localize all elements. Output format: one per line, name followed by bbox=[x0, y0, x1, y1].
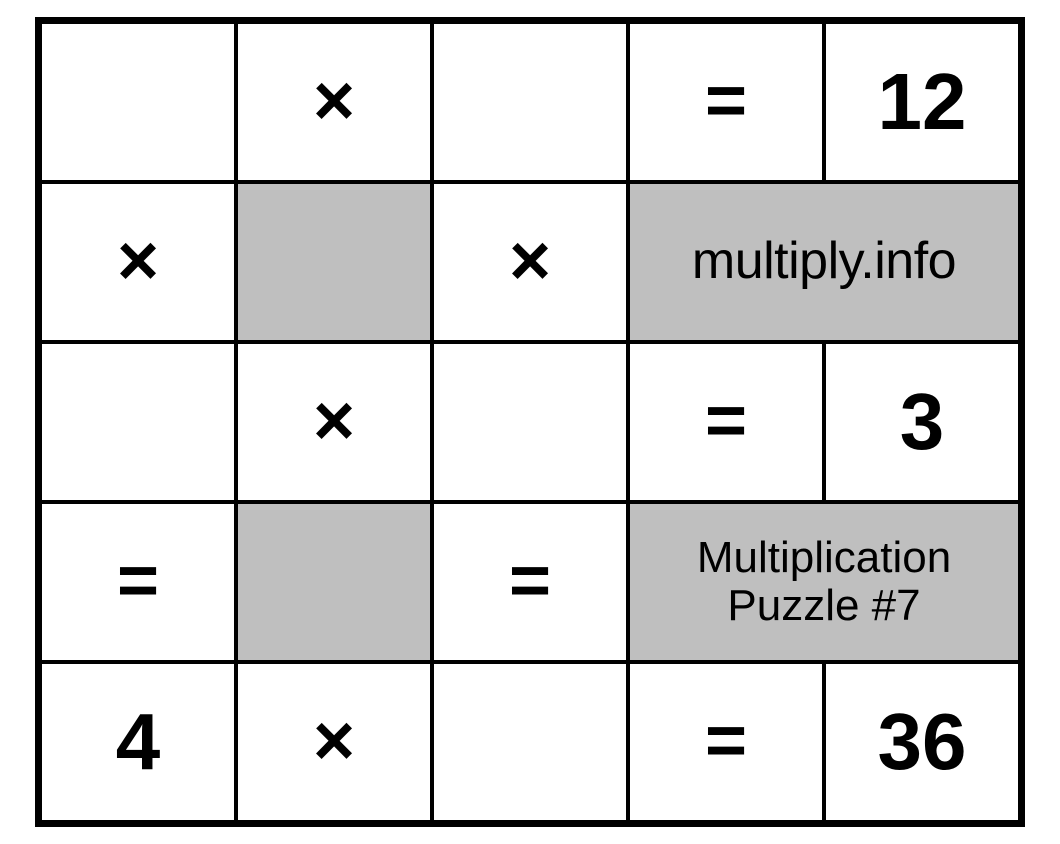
blank-cell-r1c3[interactable] bbox=[432, 22, 628, 182]
equals-symbol: = bbox=[628, 342, 824, 502]
equals-symbol: = bbox=[628, 662, 824, 822]
result-cell-r5: 36 bbox=[824, 662, 1020, 822]
title-line-1: Multiplication bbox=[697, 534, 951, 582]
times-symbol: × bbox=[236, 342, 432, 502]
site-label: multiply.info bbox=[628, 182, 1020, 342]
result-cell-r3: 3 bbox=[824, 342, 1020, 502]
result-cell-r1: 12 bbox=[824, 22, 1020, 182]
times-symbol: × bbox=[236, 22, 432, 182]
given-cell-r5c1: 4 bbox=[40, 662, 236, 822]
blank-cell-r3c3[interactable] bbox=[432, 342, 628, 502]
times-symbol: × bbox=[432, 182, 628, 342]
blank-cell-r5c3[interactable] bbox=[432, 662, 628, 822]
shaded-cell bbox=[236, 182, 432, 342]
equals-symbol: = bbox=[628, 22, 824, 182]
title-line-2: Puzzle #7 bbox=[697, 582, 951, 630]
puzzle-title: Multiplication Puzzle #7 bbox=[628, 502, 1020, 662]
blank-cell-r3c1[interactable] bbox=[40, 342, 236, 502]
puzzle-grid: × = 12 × × multiply.info × = 3 = = Multi… bbox=[35, 17, 1025, 827]
times-symbol: × bbox=[236, 662, 432, 822]
shaded-cell bbox=[236, 502, 432, 662]
equals-symbol: = bbox=[40, 502, 236, 662]
equals-symbol: = bbox=[432, 502, 628, 662]
times-symbol: × bbox=[40, 182, 236, 342]
blank-cell-r1c1[interactable] bbox=[40, 22, 236, 182]
